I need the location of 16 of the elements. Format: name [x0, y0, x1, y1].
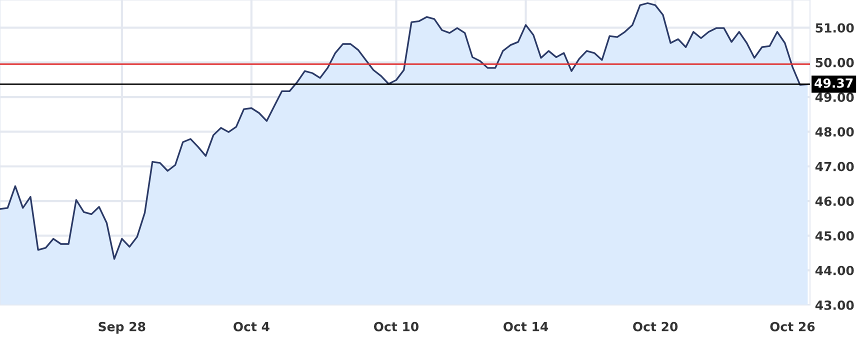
y-tick-label: 45.00	[815, 231, 854, 241]
x-tick-label: Oct 10	[374, 322, 419, 332]
y-tick-label: 48.00	[815, 127, 854, 137]
y-tick-label: 51.00	[816, 23, 854, 33]
y-tick-label: 46.00	[815, 196, 854, 206]
y-tick-label: 43.00	[815, 300, 854, 310]
x-tick-label: Oct 4	[234, 322, 270, 332]
x-tick-label: Oct 20	[633, 322, 678, 332]
y-tick-label: 44.00	[815, 266, 854, 276]
y-tick-label: 47.00	[815, 162, 854, 172]
y-tick-label: 50.00	[816, 58, 854, 68]
x-tick-label: Sep 28	[98, 322, 146, 334]
ref-line-label: 49.37	[814, 78, 853, 88]
x-tick-label: Oct 14	[504, 322, 548, 332]
x-tick-label: Oct 26	[770, 322, 815, 332]
y-tick-label: 49.00	[815, 92, 854, 102]
